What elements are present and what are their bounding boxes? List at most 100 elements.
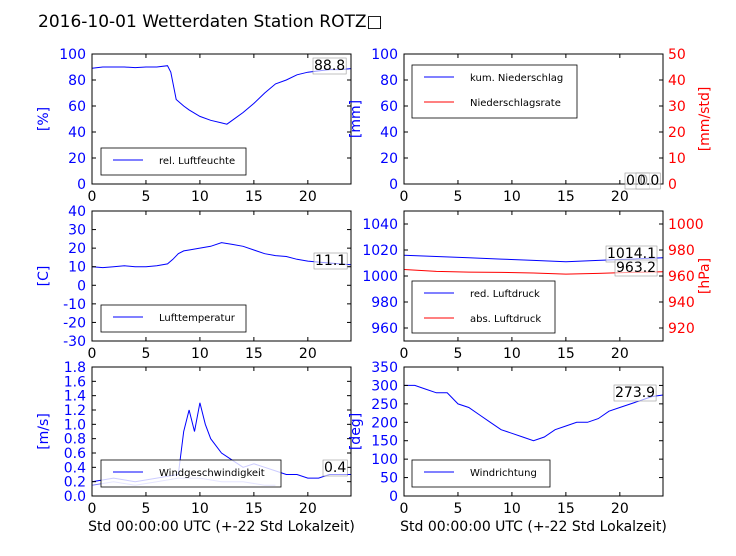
legend-box bbox=[411, 64, 578, 119]
last-value-box bbox=[312, 57, 347, 75]
y-tick-label: 1.8 bbox=[64, 360, 86, 376]
y2-tick-label: 40 bbox=[668, 73, 686, 89]
y-tick-label: 1040 bbox=[362, 217, 398, 233]
x-tick-label: 0 bbox=[88, 501, 97, 517]
y-tick-label: 100 bbox=[59, 47, 86, 63]
y-axis-label: [m/s] bbox=[36, 413, 52, 450]
last-value-label: 1014.1 bbox=[607, 246, 656, 262]
x-tick-label: 15 bbox=[557, 189, 575, 205]
y-tick-label: 60 bbox=[68, 99, 86, 115]
x-tick-label: 15 bbox=[557, 501, 575, 517]
y-tick-label: 200 bbox=[371, 415, 398, 431]
y-tick-label: 0 bbox=[389, 489, 398, 505]
x-tick-label: 10 bbox=[191, 501, 209, 517]
x-tick-label: 10 bbox=[503, 346, 521, 362]
x-tick-label: 20 bbox=[611, 346, 629, 362]
legend-label: Niederschlagsrate bbox=[470, 98, 561, 109]
y-tick-label: 80 bbox=[380, 73, 398, 89]
x-tick-label: 20 bbox=[611, 501, 629, 517]
y2-tick-label: 10 bbox=[668, 151, 686, 167]
y-tick-label: 40 bbox=[68, 125, 86, 141]
y-tick-label: 0.8 bbox=[64, 432, 86, 448]
x-tick-label: 5 bbox=[453, 501, 462, 517]
plot-frame bbox=[403, 366, 664, 497]
x-tick-label: 0 bbox=[400, 501, 409, 517]
legend-label: Windrichtung bbox=[470, 468, 537, 479]
last-value-label: 88.8 bbox=[314, 58, 345, 74]
x-tick-label: 10 bbox=[503, 189, 521, 205]
legend-box bbox=[100, 459, 282, 488]
last-value-box bbox=[635, 172, 661, 190]
plot-frame bbox=[91, 366, 352, 497]
series-line-lufttemperatur bbox=[92, 242, 351, 269]
y2-tick-label: 1000 bbox=[668, 217, 704, 233]
legend-box bbox=[100, 304, 247, 333]
y-tick-label: 350 bbox=[371, 360, 398, 376]
y-tick-label: 30 bbox=[68, 223, 86, 239]
x-tick-label: 15 bbox=[245, 189, 263, 205]
y2-axis-label: [mm/std] bbox=[697, 87, 713, 152]
y-tick-label: 1.4 bbox=[64, 389, 86, 405]
y-tick-label: 80 bbox=[68, 73, 86, 89]
legend-label: Windgeschwindigkeit bbox=[159, 468, 265, 479]
legend-box bbox=[100, 147, 247, 176]
x-tick-label: 5 bbox=[453, 189, 462, 205]
x-tick-label: 5 bbox=[453, 346, 462, 362]
figure-title: 2016-10-01 Wetterdaten Station ROTZ□ bbox=[38, 12, 383, 32]
chart-panel-pressure: 0 5 10 15 20 960 980 1000 1020 1040 920 940 960 980 10… bbox=[362, 210, 713, 362]
y2-axis-label: [hPa] bbox=[697, 258, 713, 294]
x-tick-label: 5 bbox=[141, 189, 150, 205]
y-axis-label: [%] bbox=[36, 107, 52, 131]
y-tick-label: 20 bbox=[380, 151, 398, 167]
y-tick-label: 1000 bbox=[362, 269, 398, 285]
y2-tick-label: 940 bbox=[668, 295, 695, 311]
x-tick-label: 0 bbox=[400, 189, 409, 205]
last-value-box bbox=[322, 459, 348, 477]
y-tick-label: 250 bbox=[371, 397, 398, 413]
y-tick-label: 1.6 bbox=[64, 374, 86, 390]
chart-panel-humidity: 0 5 10 15 20 0 20 40 60 80 100 [%] rel. Luftfeuchte 8… bbox=[36, 47, 352, 205]
last-value-label: 0.0 bbox=[637, 173, 659, 189]
y-tick-label: 100 bbox=[371, 47, 398, 63]
x-tick-label: 10 bbox=[503, 501, 521, 517]
y-tick-label: 0.4 bbox=[64, 460, 86, 476]
x-tick-label: 20 bbox=[299, 501, 317, 517]
plot-frame bbox=[91, 53, 352, 185]
last-value-label: 0.4 bbox=[324, 460, 346, 476]
y2-tick-label: 0 bbox=[668, 177, 677, 193]
legend-label: kum. Niederschlag bbox=[470, 73, 563, 84]
chart-panel-precipitation: 0 5 10 15 20 0 20 40 60 80 100 0 10 20 30 40 50 [mm] [mm/s… bbox=[348, 47, 713, 205]
y-tick-label: -10 bbox=[63, 297, 86, 313]
plot-frame bbox=[91, 210, 352, 342]
y-tick-label: 300 bbox=[371, 378, 398, 394]
y2-tick-label: 980 bbox=[668, 243, 695, 259]
last-value-box bbox=[614, 259, 658, 277]
y2-tick-label: 50 bbox=[668, 47, 686, 63]
legend-box bbox=[411, 459, 551, 488]
y-tick-label: 1020 bbox=[362, 243, 398, 259]
y2-tick-label: 920 bbox=[668, 321, 695, 337]
y-tick-label: 1.2 bbox=[64, 403, 86, 419]
y-tick-label: 50 bbox=[380, 471, 398, 487]
legend-label: red. Luftdruck bbox=[470, 289, 540, 300]
y-tick-label: 0.0 bbox=[64, 489, 86, 505]
y-tick-label: 40 bbox=[68, 204, 86, 220]
series-line-rel-luftfeuchte bbox=[92, 65, 351, 125]
x-tick-label: 10 bbox=[191, 189, 209, 205]
y-tick-label: 1.0 bbox=[64, 417, 86, 433]
y-axis-label: [mm] bbox=[348, 100, 364, 138]
chart-panel-temperature: 0 5 10 15 20 -30 -20 -10 0 10 20 30 40 [C] Lufttempera… bbox=[36, 204, 352, 362]
y-tick-label: 20 bbox=[68, 151, 86, 167]
y-tick-label: 100 bbox=[371, 452, 398, 468]
x-tick-label: 5 bbox=[141, 501, 150, 517]
x-tick-label: 5 bbox=[141, 346, 150, 362]
x-tick-label: 10 bbox=[191, 346, 209, 362]
x-tick-label: 15 bbox=[557, 346, 575, 362]
legend-label: abs. Luftdruck bbox=[470, 314, 541, 325]
x-tick-label: 20 bbox=[611, 189, 629, 205]
y-axis-label: [deg] bbox=[348, 413, 364, 450]
legend-label: Lufttemperatur bbox=[159, 313, 236, 324]
x-tick-label: 15 bbox=[245, 501, 263, 517]
y-tick-label: 40 bbox=[380, 125, 398, 141]
chart-panel-wind-direction: 0 5 10 15 20050100150200250300350[deg]Windri… bbox=[348, 360, 667, 535]
